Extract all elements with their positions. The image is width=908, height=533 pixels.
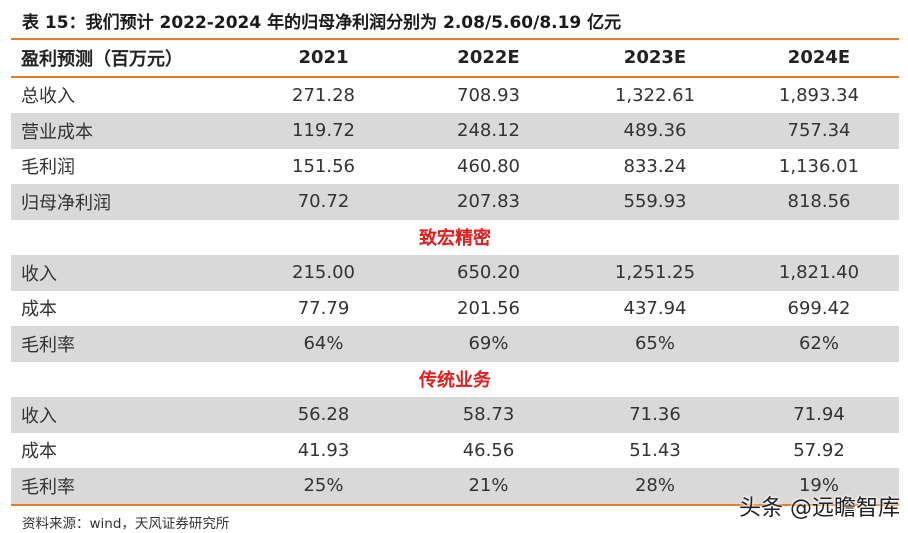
table-header-row: 盈利预测（百万元） 2021 2022E 2023E 2024E [11,39,899,77]
table-cell: 71.36 [571,397,739,433]
table-cell: 833.24 [623,155,687,177]
table-cell: 1,251.25 [571,255,739,291]
section-title: 传统业务 [419,370,491,392]
table-cell: 64% [241,326,406,362]
row-label: 营业成本 [11,113,241,149]
table-cell: 437.94 [623,297,687,319]
table-row: 收入 215.00 650.20 1,251.25 1,821.40 [11,255,899,291]
forecast-table: 盈利预测（百万元） 2021 2022E 2023E 2024E 总收入 271.… [11,38,899,506]
table-cell: 1,136.01 [778,155,860,177]
table-cell: 28% [571,468,739,505]
table-body: 总收入 271.28 708.93 1,322.61 1,893.34 营业成本 119.7… [11,77,899,505]
table-cell: 271.28 [292,84,355,106]
table-cell: 62% [739,326,899,362]
table-row: 成本 41.93 46.56 51.43 57.92 [11,433,899,469]
table-cell: 201.56 [457,297,520,319]
table-row: 总收入 271.28 708.93 1,322.61 1,893.34 [11,77,899,114]
table-cell: 51.43 [629,439,681,461]
row-label: 收入 [11,255,241,291]
table-cell: 215.00 [241,255,406,291]
table-cell: 1,821.40 [739,255,899,291]
table-row: 收入 56.28 58.73 71.36 71.94 [11,397,899,433]
table-cell: 119.72 [241,113,406,149]
table-cell: 41.93 [297,439,350,461]
table-cell: 57.92 [793,439,845,461]
table-cell: 1,893.34 [778,84,860,106]
header-2022e: 2022E [457,47,520,69]
table-cell: 559.93 [571,184,739,220]
section-title: 致宏精密 [419,228,491,250]
row-label: 毛利率 [11,326,241,362]
table-row: 毛利率 64% 69% 65% 62% [11,326,899,362]
table-cell: 58.73 [406,397,571,433]
row-label: 毛利润 [21,157,75,179]
table-cell: 650.20 [406,255,571,291]
table-cell: 21% [406,468,571,505]
table-cell: 757.34 [739,113,899,149]
header-2023e: 2023E [623,47,687,69]
table-row: 毛利率 25% 21% 28% 19% [11,468,899,505]
table-cell: 151.56 [292,155,355,177]
table-cell: 56.28 [241,397,406,433]
table-cell: 46.56 [462,439,515,461]
table-row: 毛利润 151.56 460.80 833.24 1,136.01 [11,149,899,185]
table-cell: 71.94 [739,397,899,433]
row-label: 成本 [21,441,57,463]
header-2021: 2021 [298,47,349,69]
table-cell: 19% [739,468,899,505]
table-cell: 25% [241,468,406,505]
table-cell: 489.36 [571,113,739,149]
table-cell: 460.80 [457,155,520,177]
table-cell: 70.72 [241,184,406,220]
table-cell: 77.79 [297,297,350,319]
table-row: 成本 77.79 201.56 437.94 699.42 [11,291,899,327]
header-2024e: 2024E [787,47,851,69]
table-cell: 207.83 [406,184,571,220]
table-cell: 818.56 [739,184,899,220]
table-cell: 1,322.61 [614,84,696,106]
row-label: 毛利率 [11,468,241,505]
watermark: 头条 @远瞻智库 [739,496,900,521]
source-note: 资料来源：wind，天风证券研究所 [22,516,230,532]
table-row: 归母净利润 70.72 207.83 559.93 818.56 [11,184,899,220]
section-header-row: 传统业务 [11,362,899,398]
table-caption: 表 15：我们预计 2022-2024 年的归母净利润分别为 2.08/5.60… [22,13,622,33]
row-label: 成本 [21,299,57,321]
table-cell: 65% [571,326,739,362]
table-cell: 708.93 [457,84,520,106]
row-label: 归母净利润 [11,184,241,220]
forecast-table-container: 盈利预测（百万元） 2021 2022E 2023E 2024E 总收入 271.… [11,38,899,506]
table-cell: 699.42 [787,297,851,319]
table-row: 营业成本 119.72 248.12 489.36 757.34 [11,113,899,149]
section-header-row: 致宏精密 [11,220,899,256]
table-cell: 69% [406,326,571,362]
table-cell: 248.12 [406,113,571,149]
header-label: 盈利预测（百万元） [21,48,183,70]
row-label: 总收入 [21,86,75,108]
row-label: 收入 [11,397,241,433]
